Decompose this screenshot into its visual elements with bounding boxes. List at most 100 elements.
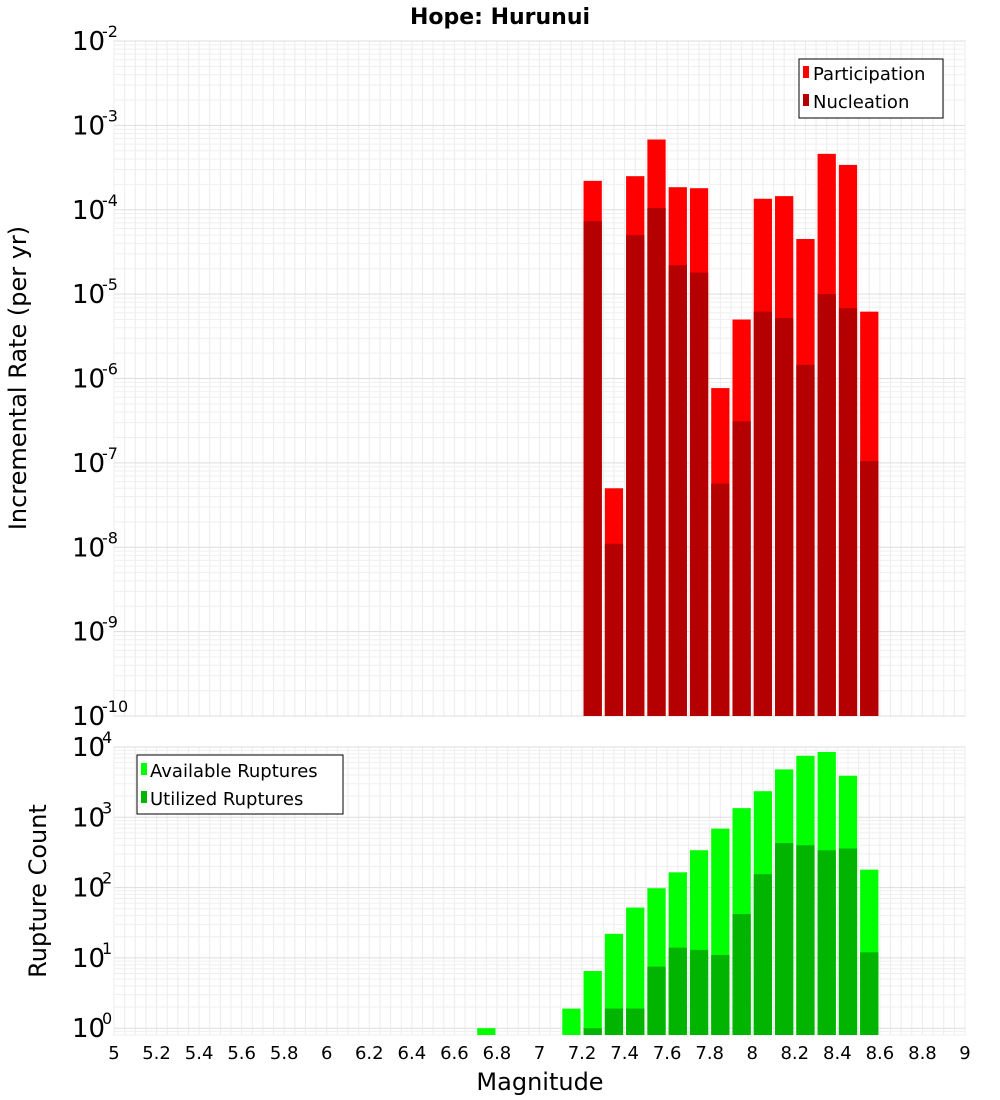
count-bar-utilized-ruptures bbox=[796, 845, 815, 1035]
legend-swatch-nucleation bbox=[803, 94, 809, 106]
x-tick-label: 9 bbox=[959, 1043, 970, 1064]
top-legend: Participation Nucleation bbox=[798, 58, 944, 119]
y-tick-exponent: -2 bbox=[102, 22, 118, 41]
legend-label-available: Available Ruptures bbox=[150, 761, 318, 782]
y-tick-exponent: -4 bbox=[102, 191, 118, 210]
legend-swatch-participation bbox=[803, 66, 809, 78]
x-tick-label: 5.4 bbox=[185, 1043, 214, 1064]
bar-nucleation bbox=[860, 461, 879, 716]
y-tick-label: 10 bbox=[72, 449, 105, 479]
top-y-axis-label: Incremental Rate (per yr) bbox=[4, 226, 32, 530]
y-tick-label: 10 bbox=[72, 365, 105, 395]
bottom-legend-box bbox=[136, 754, 344, 815]
count-bar-available-ruptures bbox=[477, 1028, 496, 1035]
x-tick-label: 5 bbox=[108, 1043, 119, 1064]
x-tick-label: 6.6 bbox=[440, 1043, 469, 1064]
y-tick-label: 10 bbox=[72, 27, 105, 57]
x-tick-label: 5.6 bbox=[227, 1043, 256, 1064]
count-bar-utilized-ruptures bbox=[689, 949, 709, 1035]
y-tick-label: 10 bbox=[72, 111, 105, 141]
bottom-legend: Available Ruptures Utilized Ruptures bbox=[136, 754, 344, 815]
y-tick-exponent: -10 bbox=[102, 697, 128, 716]
bar-nucleation bbox=[817, 294, 836, 716]
bar-nucleation bbox=[626, 235, 645, 716]
x-tick-labels: 5 5.2 5.4 5.6 5.8 6 6.2 6.4 6.6 6.8 7 7.2 7.4 7.6 7.8 8… bbox=[108, 1043, 970, 1064]
legend-label-nucleation: Nucleation bbox=[813, 92, 909, 113]
y-tick-exponent: -9 bbox=[102, 613, 118, 632]
count-bar-utilized-ruptures bbox=[817, 850, 836, 1035]
y-tick-label: 10 bbox=[72, 618, 105, 648]
bar-nucleation bbox=[711, 483, 730, 716]
count-bar-available-ruptures bbox=[626, 907, 645, 1035]
y-tick-exponent: 0 bbox=[102, 1009, 112, 1028]
y-tick-label: 10 bbox=[72, 196, 105, 226]
y-tick-exponent: 3 bbox=[102, 798, 112, 817]
top-legend-box bbox=[798, 58, 944, 119]
x-tick-label: 7.6 bbox=[653, 1043, 682, 1064]
chart-title: Hope: Hurunui bbox=[410, 5, 590, 30]
count-bar-utilized-ruptures bbox=[838, 848, 858, 1035]
x-tick-label: 8 bbox=[747, 1043, 758, 1064]
y-tick-exponent: -3 bbox=[102, 106, 118, 125]
x-tick-label: 6.4 bbox=[398, 1043, 427, 1064]
count-bar-available-ruptures bbox=[583, 971, 602, 1035]
bar-nucleation bbox=[604, 543, 624, 716]
bottom-bars bbox=[477, 751, 879, 1035]
y-tick-label: 10 bbox=[72, 533, 105, 563]
y-tick-label: 10 bbox=[72, 280, 105, 310]
y-tick-label: 10 bbox=[72, 702, 105, 732]
y-tick-exponent: -8 bbox=[102, 528, 118, 547]
x-tick-label: 5.8 bbox=[270, 1043, 299, 1064]
count-bar-utilized-ruptures bbox=[626, 1008, 645, 1035]
x-tick-label: 7.8 bbox=[695, 1043, 724, 1064]
x-tick-label: 7.2 bbox=[568, 1043, 597, 1064]
count-bar-utilized-ruptures bbox=[775, 843, 794, 1035]
y-tick-exponent: -7 bbox=[102, 444, 118, 463]
x-tick-label: 6.8 bbox=[483, 1043, 512, 1064]
y-tick-exponent: -6 bbox=[102, 360, 118, 379]
count-bar-available-ruptures bbox=[562, 1008, 581, 1035]
y-tick-exponent: 1 bbox=[102, 939, 112, 958]
count-bar-utilized-ruptures bbox=[711, 954, 730, 1035]
bottom-y-axis-label: Rupture Count bbox=[24, 804, 52, 978]
x-tick-label: 8.6 bbox=[866, 1043, 895, 1064]
bar-nucleation bbox=[838, 308, 858, 716]
count-bar-utilized-ruptures bbox=[647, 966, 666, 1035]
x-tick-label: 5.2 bbox=[142, 1043, 171, 1064]
x-tick-label: 7 bbox=[534, 1043, 545, 1064]
y-tick-label: 10 bbox=[72, 944, 105, 974]
x-tick-label: 8.4 bbox=[823, 1043, 852, 1064]
count-bar-utilized-ruptures bbox=[732, 914, 751, 1035]
y-tick-label: 10 bbox=[72, 874, 105, 904]
bar-nucleation bbox=[583, 221, 602, 716]
bar-nucleation bbox=[647, 207, 666, 716]
x-tick-label: 7.4 bbox=[610, 1043, 639, 1064]
x-tick-label: 6.2 bbox=[355, 1043, 384, 1064]
bar-nucleation bbox=[775, 318, 794, 716]
legend-label-participation: Participation bbox=[813, 64, 925, 85]
count-bar-utilized-ruptures bbox=[668, 947, 687, 1035]
top-bars bbox=[583, 139, 879, 717]
count-bar-utilized-ruptures bbox=[583, 1028, 602, 1035]
bar-nucleation bbox=[796, 364, 815, 716]
count-bar-utilized-ruptures bbox=[860, 952, 879, 1035]
bar-nucleation bbox=[668, 265, 687, 716]
x-tick-label: 6 bbox=[321, 1043, 332, 1064]
y-tick-label: 10 bbox=[72, 1014, 105, 1044]
bar-nucleation bbox=[732, 421, 751, 716]
y-tick-exponent: -5 bbox=[102, 275, 118, 294]
y-tick-label: 10 bbox=[72, 803, 105, 833]
y-tick-exponent: 2 bbox=[102, 869, 112, 888]
x-tick-label: 8.2 bbox=[780, 1043, 809, 1064]
count-bar-utilized-ruptures bbox=[604, 1008, 624, 1035]
legend-swatch-available bbox=[141, 763, 147, 775]
bar-nucleation bbox=[753, 311, 773, 716]
top-gridlines bbox=[113, 40, 966, 717]
x-axis-label: Magnitude bbox=[476, 1068, 603, 1096]
x-tick-label: 8.8 bbox=[908, 1043, 937, 1064]
y-tick-exponent: 4 bbox=[102, 728, 112, 747]
y-tick-label: 10 bbox=[72, 733, 105, 763]
